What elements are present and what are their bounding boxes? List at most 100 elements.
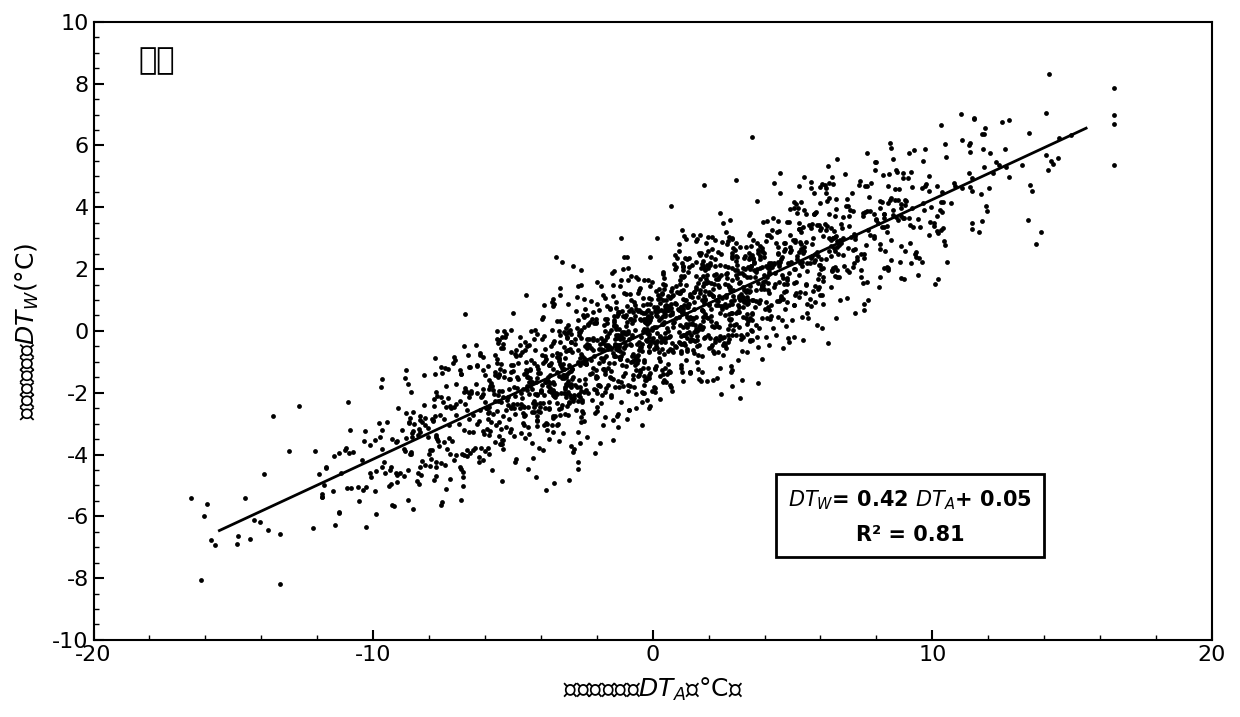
Point [521, 376, 541, 388]
Point [498, 414, 518, 425]
Point [408, 429, 428, 441]
Point [761, 261, 781, 272]
Point [551, 289, 570, 300]
Point [443, 435, 463, 447]
Point [520, 381, 539, 392]
Point [516, 290, 536, 301]
Point [661, 331, 681, 342]
Point [622, 350, 642, 361]
Point [487, 353, 507, 365]
Point [557, 328, 577, 340]
Point [446, 378, 466, 389]
Point [915, 143, 935, 155]
Point [671, 331, 691, 342]
Point [450, 396, 470, 407]
Point [587, 406, 606, 417]
Point [655, 332, 675, 343]
Point [585, 447, 605, 458]
Point [579, 333, 599, 345]
Point [598, 379, 618, 391]
Point [532, 379, 552, 391]
Point [693, 277, 713, 289]
Point [773, 342, 792, 353]
Point [605, 296, 625, 308]
Point [758, 262, 777, 273]
Point [698, 329, 718, 341]
Point [976, 123, 996, 134]
Point [475, 445, 495, 457]
Point [771, 251, 791, 262]
Point [796, 279, 816, 290]
Point [696, 294, 715, 305]
Point [698, 245, 718, 257]
Point [480, 429, 500, 441]
Point [791, 226, 811, 237]
Point [706, 274, 725, 285]
Point [471, 442, 491, 454]
Point [751, 353, 771, 364]
Point [662, 345, 682, 356]
Point [580, 368, 600, 379]
Point [556, 384, 575, 395]
Point [525, 333, 544, 344]
Point [631, 315, 651, 326]
Point [723, 285, 743, 296]
Point [708, 300, 728, 311]
Point [548, 352, 568, 364]
Point [463, 409, 482, 420]
Point [372, 444, 392, 455]
Point [647, 302, 667, 313]
Point [250, 516, 270, 528]
Point [666, 280, 686, 292]
Point [1021, 179, 1040, 191]
Point [687, 334, 707, 346]
Point [569, 326, 589, 338]
Point [485, 349, 505, 361]
Point [719, 281, 739, 293]
Point [637, 304, 657, 315]
Point [657, 304, 677, 315]
Point [831, 294, 851, 305]
Point [738, 295, 758, 306]
Point [551, 360, 570, 371]
Point [708, 246, 728, 257]
Point [972, 128, 992, 139]
Point [507, 382, 527, 394]
Point [531, 401, 551, 412]
Point [389, 467, 409, 478]
Point [631, 331, 651, 343]
Point [785, 234, 805, 246]
Point [573, 407, 593, 418]
Point [588, 298, 608, 309]
Point [699, 299, 719, 310]
Point [910, 222, 930, 233]
Point [780, 242, 800, 253]
Point [831, 218, 851, 229]
Point [696, 273, 715, 285]
Point [506, 454, 526, 465]
Point [549, 348, 569, 359]
Point [511, 427, 531, 438]
Point [672, 285, 692, 297]
Point [568, 280, 588, 292]
Point [630, 342, 650, 353]
Point [859, 191, 879, 203]
Point [673, 300, 693, 311]
Point [584, 334, 604, 346]
Point [585, 372, 605, 384]
Point [531, 397, 551, 409]
Point [801, 252, 821, 264]
Point [508, 357, 528, 369]
Point [789, 223, 808, 234]
Point [547, 351, 567, 363]
Point [557, 379, 577, 390]
Point [647, 232, 667, 244]
Point [549, 370, 569, 381]
Point [606, 320, 626, 332]
Point [482, 380, 502, 391]
Point [577, 358, 596, 370]
Point [707, 332, 727, 343]
Point [701, 315, 720, 326]
Point [743, 294, 763, 305]
Point [651, 313, 671, 324]
